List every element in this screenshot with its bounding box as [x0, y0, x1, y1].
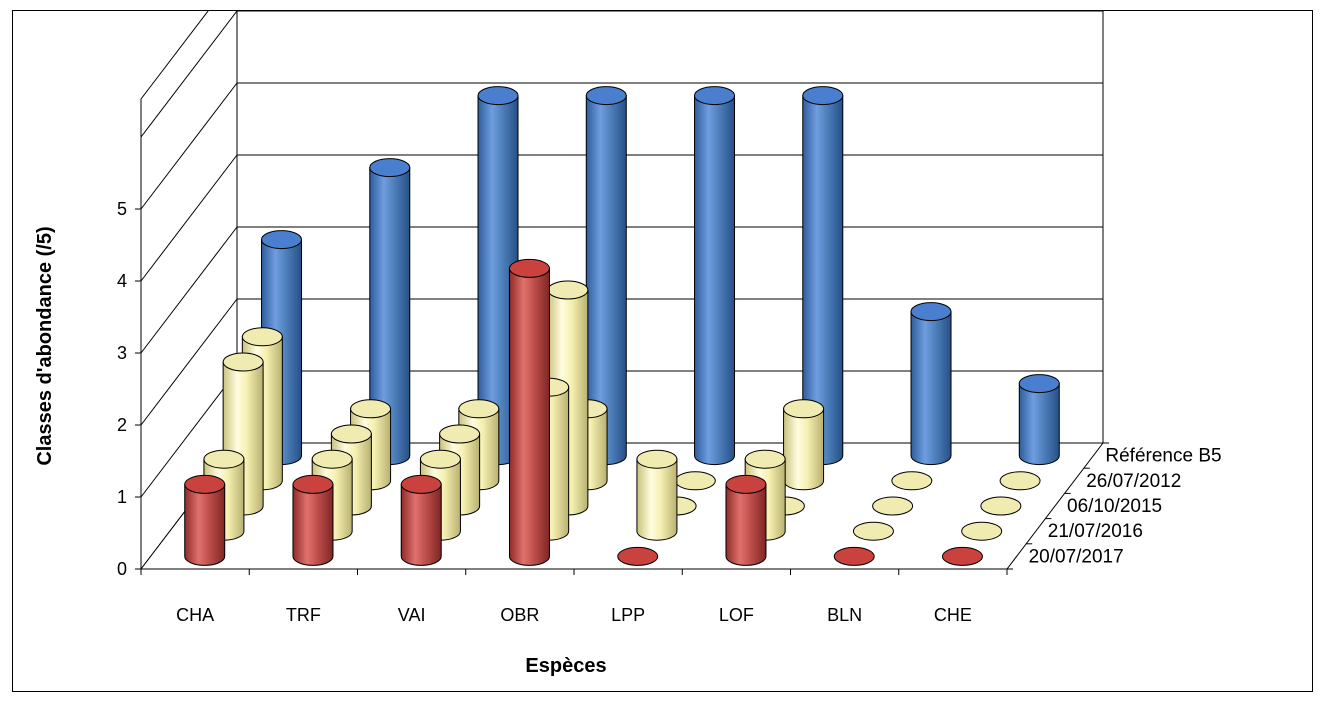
cylinder-top [458, 399, 500, 419]
cylinder-cha [184, 474, 226, 566]
cylinder-top [674, 471, 716, 491]
cylinder-top [419, 449, 461, 469]
cylinder-che [980, 496, 1022, 516]
cylinder-body [400, 483, 442, 566]
cylinder-lof [725, 474, 767, 566]
cylinder-top [369, 158, 411, 178]
cylinder-top [400, 474, 442, 494]
cylinder-top [636, 449, 678, 469]
cylinder-top [891, 471, 933, 491]
cylinder-top [872, 496, 914, 516]
gridline-side [140, 370, 238, 498]
series-label: 26/07/2012 [1086, 471, 1181, 492]
cylinders [184, 86, 1060, 566]
x-tick-label-obr: OBR [500, 605, 539, 625]
x-tick-label-bln: BLN [827, 605, 862, 625]
cylinder-top [477, 86, 519, 106]
x-tick-label-trf: TRF [286, 605, 321, 625]
cylinder-top [547, 280, 589, 300]
y-tick-label: 0 [117, 559, 127, 579]
y-tick-label: 1 [117, 487, 127, 507]
cylinder-top [961, 521, 1003, 541]
cylinder-top [694, 86, 736, 106]
x-tick-label-vai: VAI [398, 605, 426, 625]
cylinder-top [617, 546, 659, 566]
cylinder-top [508, 258, 550, 278]
cylinder-che [961, 521, 1003, 541]
cylinder-top [350, 399, 392, 419]
gridline-side [140, 10, 238, 138]
cylinder-top [744, 449, 786, 469]
cylinder-bln [872, 496, 914, 516]
x-tick-label-cha: CHA [176, 605, 214, 625]
cylinder-bln [852, 521, 894, 541]
cylinder-che [999, 471, 1041, 491]
cylinder-body [508, 267, 550, 566]
cylinder-top [439, 424, 481, 444]
cylinder-top [203, 449, 245, 469]
cylinder-body [783, 408, 825, 491]
series-label: 06/10/2015 [1067, 496, 1162, 517]
series-axis-labels: 20/07/2017 21/07/2016 06/10/2015 26/07/2012… [1007, 442, 1222, 570]
gridline-side [140, 226, 238, 354]
cylinder-top [311, 449, 353, 469]
cylinder-bln [910, 302, 952, 466]
x-tick-label-lpp: LPP [611, 605, 645, 625]
gridline-side [140, 82, 238, 210]
cylinder-lpp [674, 471, 716, 491]
y-axis: 0 1 2 3 4 5 [117, 199, 142, 579]
cylinder-che [941, 546, 983, 566]
cylinder-che [1018, 374, 1060, 466]
chart-frame: 0 1 2 3 4 5 CHA TRF VAI OBR LPP LOF BLN CHE 20/07/20… [12, 0, 1313, 692]
abundance-3d-chart: 0 1 2 3 4 5 CHA TRF VAI OBR LPP LOF BLN CHE 20/07/20… [34, 0, 1222, 677]
cylinder-top [292, 474, 334, 494]
cylinder-top [241, 327, 283, 347]
series-label: 20/07/2017 [1029, 546, 1124, 567]
cylinder-top [783, 399, 825, 419]
x-axis-title: Espèces [525, 655, 606, 677]
cylinder-body [184, 483, 226, 566]
x-tick-label-che: CHE [934, 605, 972, 625]
y-axis-title: Classes d'abondance (/5) [34, 226, 56, 465]
cylinder-lpp [636, 449, 678, 541]
cylinder-body [636, 458, 678, 541]
x-tick-label-lof: LOF [719, 605, 754, 625]
y-tick-label: 3 [117, 343, 127, 363]
cylinder-lof [783, 399, 825, 491]
cylinder-obr [508, 258, 550, 566]
cylinder-body [910, 311, 952, 466]
cylinder-body [292, 483, 334, 566]
cylinder-lpp [617, 546, 659, 566]
y-tick-label: 5 [117, 199, 127, 219]
cylinder-top [833, 546, 875, 566]
cylinder-top [941, 546, 983, 566]
cylinder-trf [292, 474, 334, 566]
cylinder-top [222, 352, 264, 372]
x-axis: CHA TRF VAI OBR LPP LOF BLN CHE [140, 569, 1008, 625]
cylinder-top [585, 86, 627, 106]
cylinder-top [802, 86, 844, 106]
y-tick-label: 4 [117, 271, 127, 291]
cylinder-top [261, 230, 303, 250]
cylinder-bln [833, 546, 875, 566]
cylinder-top [910, 302, 952, 322]
series-label: Référence B5 [1105, 446, 1221, 467]
gridline-side [140, 154, 238, 282]
cylinder-top [980, 496, 1022, 516]
cylinder-top [852, 521, 894, 541]
cylinder-lpp [694, 86, 736, 466]
gridline-side [140, 298, 238, 426]
cylinder-top [1018, 374, 1060, 394]
cylinder-body [1018, 383, 1060, 466]
cylinder-vai [400, 474, 442, 566]
y-tick-label: 2 [117, 415, 127, 435]
cylinder-top [330, 424, 372, 444]
cylinder-bln [891, 471, 933, 491]
cylinder-body [725, 483, 767, 566]
series-label: 21/07/2016 [1048, 521, 1143, 542]
cylinder-top [999, 471, 1041, 491]
cylinder-body [694, 95, 736, 466]
cylinder-top [184, 474, 226, 494]
cylinder-top [725, 474, 767, 494]
